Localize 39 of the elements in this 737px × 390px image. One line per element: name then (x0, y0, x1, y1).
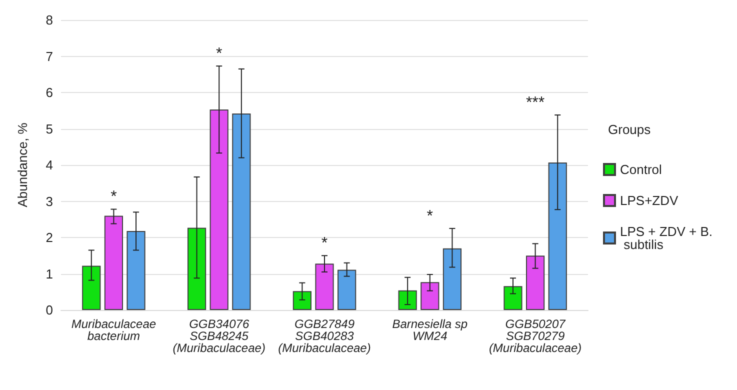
y-tick-label: 5 (46, 121, 53, 136)
bar (232, 114, 251, 310)
annotation: * (216, 46, 222, 63)
x-tick-label: GGB27849 SGB40283 (Muribaculaceae) (278, 317, 371, 355)
y-tick-label: 7 (46, 48, 53, 64)
bar (82, 266, 101, 310)
x-tick-label: GGB34076 SGB48245 (Muribaculaceae) (172, 317, 266, 355)
annotation: * (321, 235, 328, 252)
legend-title: Groups (608, 122, 652, 137)
y-tick-label: 4 (46, 158, 53, 172)
legend-label: Control (620, 162, 662, 177)
bar (420, 282, 440, 310)
bar (548, 162, 567, 310)
y-tick-label: 6 (46, 85, 53, 100)
bar (398, 290, 417, 310)
x-tick-label: GGB50207 SGB70279 (Muribaculaceae) (488, 317, 582, 355)
bar (187, 228, 206, 310)
bar (315, 264, 334, 310)
legend-label: LPS+ZDV (620, 193, 678, 208)
y-axis-title: Abundance, % (15, 122, 30, 208)
x-tick-label: Barnesiella sp WM24 (392, 317, 468, 343)
legend-label: LPS + ZDV + B. subtilis (620, 224, 712, 252)
annotation: * (110, 188, 117, 206)
bar (126, 230, 146, 310)
annotation: * (426, 208, 434, 225)
x-tick-label: Muribaculaceae bacterium (71, 317, 156, 343)
bar (210, 110, 228, 310)
bar (104, 216, 123, 310)
y-tick-label: 2 (46, 230, 53, 245)
bar (526, 256, 545, 310)
annotation: *** (526, 94, 545, 112)
bar (442, 248, 462, 310)
bar (292, 291, 312, 310)
y-tick-label: 3 (46, 194, 53, 209)
bar (504, 286, 522, 310)
y-tick-label: 1 (46, 266, 53, 282)
y-tick-label: 8 (46, 12, 53, 28)
bar (338, 270, 356, 310)
y-tick-label: 0 (46, 302, 53, 318)
